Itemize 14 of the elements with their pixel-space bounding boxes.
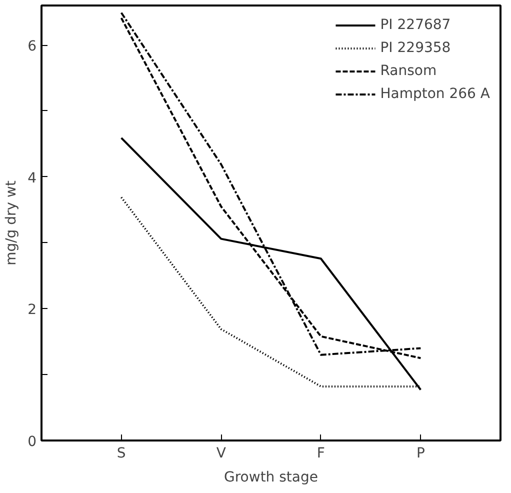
y-tick-label: 6: [28, 38, 37, 55]
legend-label: Hampton 266 A: [380, 86, 490, 102]
x-axis-title: Growth stage: [224, 470, 318, 486]
y-tick-label: 4: [28, 170, 37, 186]
y-axis-title: mg/g dry wt: [4, 180, 20, 266]
x-tick-label: F: [316, 446, 325, 462]
x-tick-label: V: [216, 446, 226, 462]
y-tick-label: 0: [28, 434, 37, 450]
y-tick-label: 2: [28, 302, 37, 318]
legend-label: Ransom: [380, 63, 437, 79]
legend-label: PI 227687: [380, 17, 451, 33]
x-tick-label: P: [416, 446, 425, 462]
legend-label: PI 229358: [380, 40, 451, 56]
x-tick-label: S: [116, 446, 126, 462]
